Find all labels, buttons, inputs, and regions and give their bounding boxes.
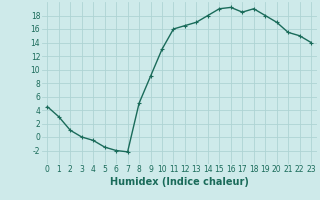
X-axis label: Humidex (Indice chaleur): Humidex (Indice chaleur) (110, 177, 249, 187)
